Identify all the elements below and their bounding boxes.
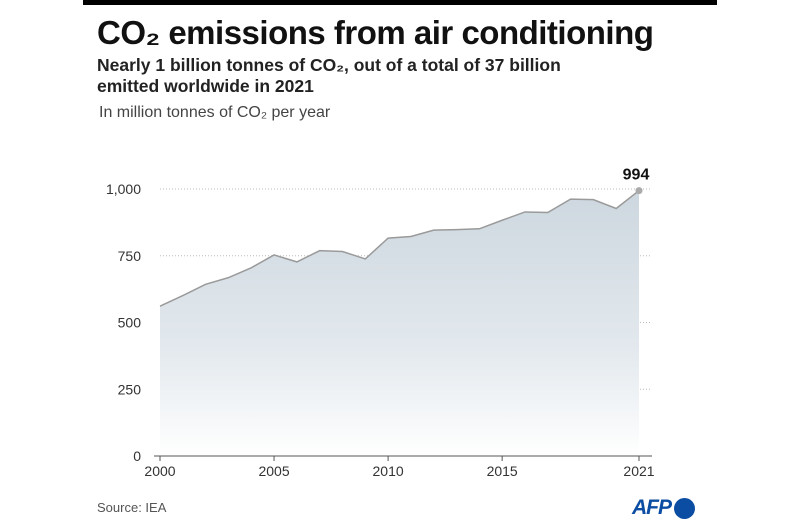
series-line: [159, 190, 640, 307]
x-tick-label: 2005: [258, 463, 289, 479]
last-point-marker: [635, 187, 643, 195]
logo-text: AFP: [632, 496, 672, 519]
y-tick-label: 500: [118, 315, 142, 331]
y-tick-label: 1,000: [106, 181, 141, 197]
y-tick-label: 250: [118, 381, 142, 397]
x-tick-label: 2021: [623, 463, 654, 479]
y-tick-label: 750: [118, 248, 142, 264]
chart-title: CO₂ emissions from air conditioning: [97, 14, 654, 51]
data-label-2021: 994: [623, 167, 650, 184]
top-bar: [83, 0, 717, 5]
logo-dot: [674, 497, 695, 519]
x-tick-label: 2000: [144, 463, 175, 479]
unit-label: In million tonnes of CO₂ per year: [99, 104, 331, 121]
x-tick-label: 2010: [373, 463, 404, 479]
x-tick-label: 2015: [487, 463, 518, 479]
afp-logo: AFP: [632, 496, 695, 520]
chart-subtitle: Nearly 1 billion tonnes of CO₂, out of a…: [97, 55, 561, 96]
y-tick-label: 0: [133, 448, 141, 464]
source-note: Source: IEA: [97, 500, 167, 515]
area-fill: [160, 190, 639, 457]
